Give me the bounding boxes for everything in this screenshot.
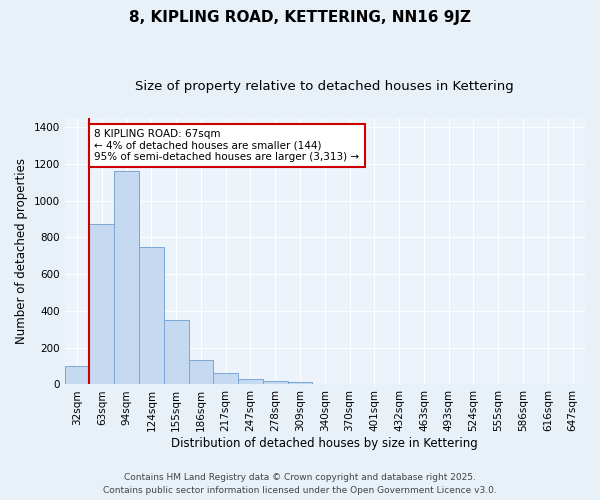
Bar [139, 246, 164, 384]
Bar [287, 382, 313, 384]
X-axis label: Distribution of detached houses by size in Kettering: Distribution of detached houses by size … [172, 437, 478, 450]
Text: Contains HM Land Registry data © Crown copyright and database right 2025.
Contai: Contains HM Land Registry data © Crown c… [103, 474, 497, 495]
Bar [114, 171, 139, 384]
Bar [89, 224, 114, 384]
Bar [214, 374, 238, 384]
Y-axis label: Number of detached properties: Number of detached properties [15, 158, 28, 344]
Bar [164, 320, 188, 384]
Bar [188, 360, 214, 384]
Bar [263, 381, 287, 384]
Text: 8, KIPLING ROAD, KETTERING, NN16 9JZ: 8, KIPLING ROAD, KETTERING, NN16 9JZ [129, 10, 471, 25]
Bar [65, 366, 89, 384]
Title: Size of property relative to detached houses in Kettering: Size of property relative to detached ho… [136, 80, 514, 93]
Text: 8 KIPLING ROAD: 67sqm
← 4% of detached houses are smaller (144)
95% of semi-deta: 8 KIPLING ROAD: 67sqm ← 4% of detached h… [94, 129, 359, 162]
Bar [238, 379, 263, 384]
